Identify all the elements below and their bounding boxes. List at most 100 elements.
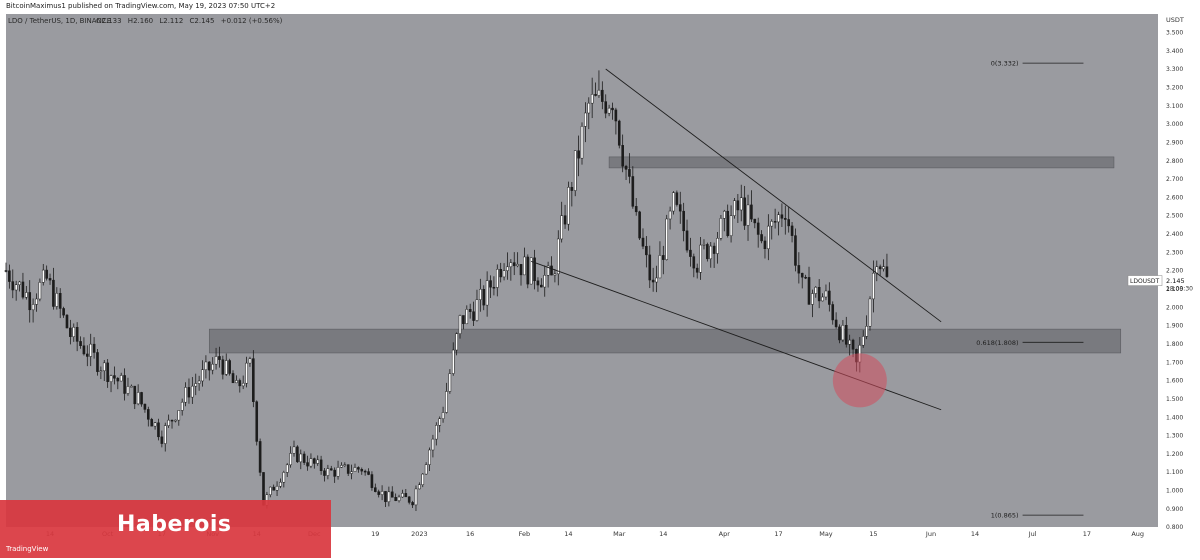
y-tick-label: 2.100 bbox=[1166, 286, 1183, 293]
candle-body bbox=[296, 446, 299, 463]
candle-body bbox=[472, 311, 475, 321]
x-tick-label: May bbox=[819, 530, 833, 538]
candle-body bbox=[238, 380, 242, 387]
candle-body bbox=[163, 425, 167, 444]
candle-body bbox=[123, 375, 126, 394]
candle-body bbox=[414, 488, 418, 506]
zone-1 bbox=[608, 156, 1115, 169]
candle-body bbox=[45, 269, 48, 279]
candle-body bbox=[655, 277, 658, 283]
ohlc-close: 2.145 bbox=[194, 17, 214, 25]
candle-body bbox=[624, 165, 628, 170]
y-tick-label: 1.200 bbox=[1166, 451, 1183, 458]
candle-body bbox=[374, 487, 377, 492]
candle-body bbox=[69, 327, 72, 337]
candle-body bbox=[675, 192, 679, 205]
x-tick-label: 14 bbox=[659, 530, 667, 538]
candle-body bbox=[153, 422, 157, 427]
last-price-symbol: LDOUSDT bbox=[1130, 278, 1160, 285]
x-tick-label: Mar bbox=[613, 530, 626, 538]
x-tick-label: Apr bbox=[719, 530, 731, 538]
candle-body bbox=[25, 292, 28, 298]
candle-body bbox=[797, 265, 801, 274]
candle-body bbox=[817, 287, 821, 302]
candle-body bbox=[96, 352, 99, 372]
candle-body bbox=[218, 356, 221, 360]
candle-body bbox=[245, 362, 248, 384]
candle-body bbox=[512, 262, 516, 267]
candle-body bbox=[777, 214, 780, 223]
candle-body bbox=[58, 293, 62, 309]
candle-body bbox=[377, 491, 381, 495]
candle-body bbox=[174, 419, 177, 422]
candle-body bbox=[204, 361, 208, 371]
ohlc-open: 2.133 bbox=[102, 17, 122, 25]
last-price-symbol-box bbox=[1127, 275, 1163, 286]
candle-body bbox=[814, 287, 818, 294]
candle-body bbox=[18, 281, 21, 285]
candle-body bbox=[458, 315, 462, 334]
candle-body bbox=[604, 101, 608, 114]
y-tick-label: 3.000 bbox=[1166, 121, 1183, 128]
candle-body bbox=[783, 218, 787, 220]
y-tick-label: 2.000 bbox=[1166, 304, 1183, 311]
candle-body bbox=[319, 459, 323, 471]
candle-body bbox=[38, 282, 42, 300]
candle-body bbox=[699, 244, 702, 273]
candle-body bbox=[357, 467, 360, 470]
candle-body bbox=[689, 249, 692, 257]
candle-body bbox=[692, 256, 696, 269]
candle-body bbox=[678, 204, 682, 212]
candle-body bbox=[878, 266, 882, 270]
candle-body bbox=[438, 418, 441, 426]
candle-body bbox=[292, 446, 296, 454]
candle-body bbox=[136, 392, 140, 405]
candle-body bbox=[462, 315, 465, 325]
y-tick-label: 1.700 bbox=[1166, 359, 1183, 366]
candle-body bbox=[882, 266, 885, 270]
candle-body bbox=[14, 284, 18, 291]
candle-body bbox=[546, 265, 550, 276]
brand-name: Haberois bbox=[117, 512, 232, 537]
x-tick-label: 19 bbox=[371, 530, 379, 538]
candle-body bbox=[336, 467, 340, 477]
candle-body bbox=[109, 375, 113, 382]
candle-body bbox=[736, 200, 740, 211]
candle-body bbox=[756, 222, 760, 235]
candle-body bbox=[387, 491, 391, 503]
candle-body bbox=[28, 292, 32, 311]
x-tick-label: 17 bbox=[1083, 530, 1091, 538]
candle-body bbox=[82, 345, 86, 355]
candle-body bbox=[529, 257, 533, 285]
candle-body bbox=[187, 387, 191, 398]
candle-body bbox=[306, 462, 309, 467]
candle-body bbox=[41, 269, 45, 283]
candle-body bbox=[397, 496, 401, 501]
y-tick-label: 2.700 bbox=[1166, 176, 1183, 183]
x-tick-label: 15 bbox=[869, 530, 877, 538]
candle-body bbox=[221, 359, 225, 375]
candle-body bbox=[821, 296, 824, 302]
y-axis-unit: USDT bbox=[1166, 16, 1184, 24]
candle-body bbox=[231, 373, 235, 384]
candle-body bbox=[723, 210, 726, 219]
zone-2 bbox=[208, 328, 1122, 354]
candle-body bbox=[140, 392, 143, 405]
candle-body bbox=[329, 468, 333, 471]
tradingview-logo: TradingView bbox=[6, 545, 49, 553]
y-tick-label: 3.300 bbox=[1166, 66, 1183, 73]
chart-title: LDO / TetherUS, 1D, BINANCE bbox=[8, 17, 111, 25]
candle-body bbox=[851, 339, 855, 350]
candle-body bbox=[184, 387, 187, 403]
y-tick-label: 1.300 bbox=[1166, 433, 1183, 440]
candle-body bbox=[885, 266, 889, 277]
x-tick-label: Feb bbox=[519, 530, 531, 538]
candle-body bbox=[584, 112, 587, 127]
candle-body bbox=[11, 281, 15, 291]
candle-body bbox=[421, 473, 425, 485]
candle-body bbox=[828, 290, 831, 305]
fib-label-2: 1(0.865) bbox=[991, 512, 1019, 520]
candle-body bbox=[177, 410, 181, 421]
candle-body bbox=[651, 279, 655, 283]
